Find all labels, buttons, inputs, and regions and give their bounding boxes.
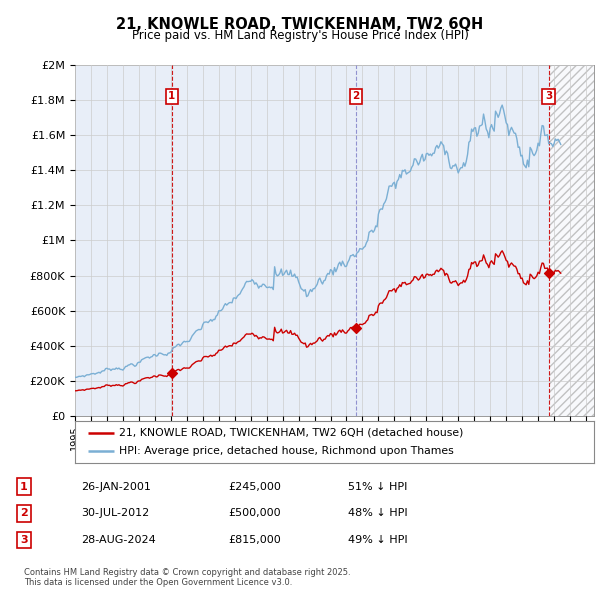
Text: 30-JUL-2012: 30-JUL-2012 [81,509,149,518]
Point [167,368,177,378]
Text: Contains HM Land Registry data © Crown copyright and database right 2025.
This d: Contains HM Land Registry data © Crown c… [24,568,350,587]
Bar [548,65,594,416]
Text: 3: 3 [20,535,28,545]
Text: 49% ↓ HPI: 49% ↓ HPI [348,535,407,545]
Text: £815,000: £815,000 [228,535,281,545]
Text: 21, KNOWLE ROAD, TWICKENHAM, TW2 6QH: 21, KNOWLE ROAD, TWICKENHAM, TW2 6QH [116,17,484,32]
Text: 28-AUG-2024: 28-AUG-2024 [81,535,156,545]
Text: 2: 2 [20,509,28,518]
Text: 48% ↓ HPI: 48% ↓ HPI [348,509,407,518]
Text: 1: 1 [20,482,28,491]
Text: £500,000: £500,000 [228,509,281,518]
Bar [548,65,594,416]
Text: 21, KNOWLE ROAD, TWICKENHAM, TW2 6QH (detached house): 21, KNOWLE ROAD, TWICKENHAM, TW2 6QH (de… [119,428,463,438]
Text: 2: 2 [352,91,359,101]
Text: HPI: Average price, detached house, Richmond upon Thames: HPI: Average price, detached house, Rich… [119,446,454,456]
Point [544,268,553,278]
Text: 1: 1 [169,91,176,101]
Text: 3: 3 [545,91,552,101]
Text: Price paid vs. HM Land Registry's House Price Index (HPI): Price paid vs. HM Land Registry's House … [131,30,469,42]
Text: 51% ↓ HPI: 51% ↓ HPI [348,482,407,491]
Text: £245,000: £245,000 [228,482,281,491]
Point [351,323,361,333]
Text: 26-JAN-2001: 26-JAN-2001 [81,482,151,491]
